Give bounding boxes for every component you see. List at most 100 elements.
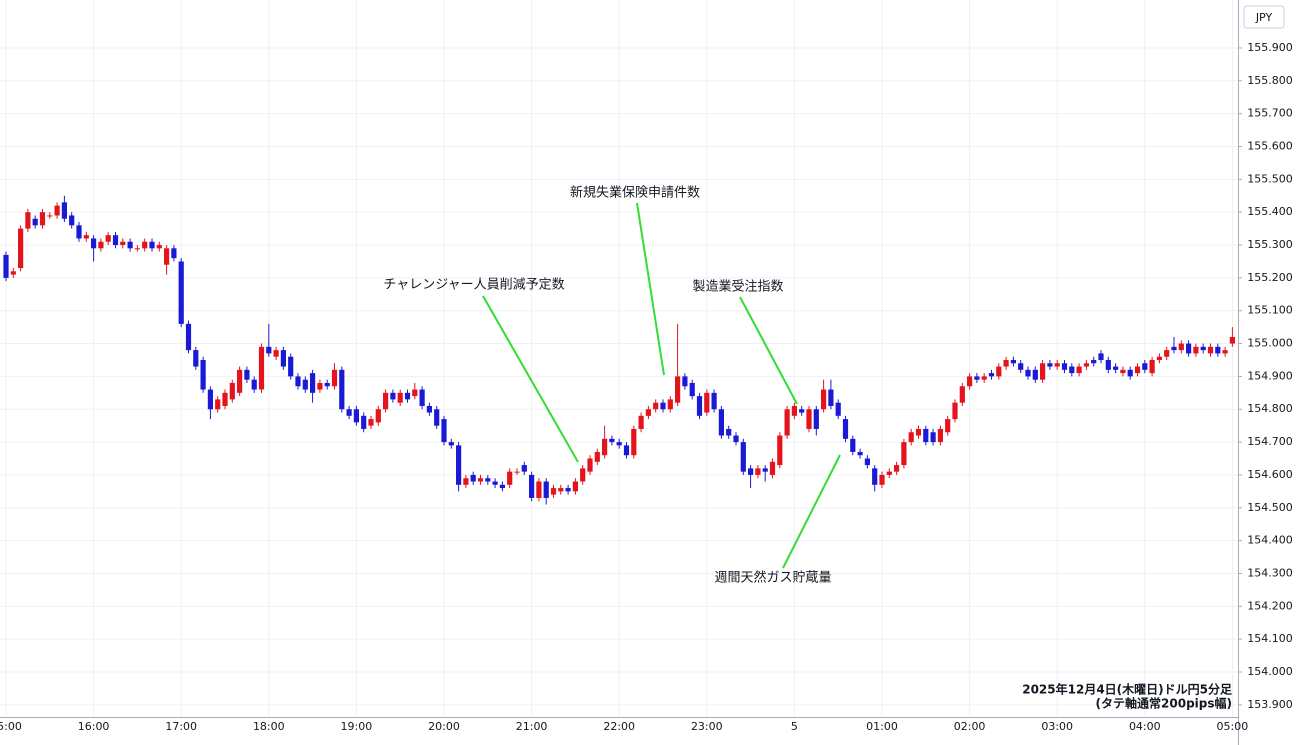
annotation-line xyxy=(482,295,579,463)
candle-body xyxy=(733,435,739,443)
candle-body xyxy=(711,392,717,410)
candle-body xyxy=(558,488,564,492)
annotation: 週間天然ガス貯蔵量 xyxy=(714,570,831,586)
candle-body xyxy=(587,458,593,472)
candle-body xyxy=(368,419,374,426)
candle-body xyxy=(346,409,352,416)
candle-body xyxy=(1098,353,1104,360)
candle-body xyxy=(142,241,148,249)
x-tick-label: 01:00 xyxy=(866,720,898,733)
candle-body xyxy=(842,419,849,439)
candle-body xyxy=(83,235,89,239)
candle-body xyxy=(726,428,732,436)
candle-body xyxy=(507,471,513,485)
annotation-line xyxy=(739,296,798,405)
candle-body xyxy=(1222,350,1228,354)
candle-body xyxy=(112,235,119,246)
candle-body xyxy=(412,389,418,397)
axes: 153.900 154.000 154.100 154.200 154.300 154.4… xyxy=(0,41,1293,733)
y-tick-label: 155.800 xyxy=(1247,74,1293,87)
candle-body xyxy=(156,245,162,249)
candle-body xyxy=(945,419,951,433)
candle-body xyxy=(1120,369,1126,374)
candle-body xyxy=(91,238,97,249)
candle-body xyxy=(959,386,965,403)
candle-body xyxy=(1083,363,1089,367)
candle-body xyxy=(857,451,863,456)
candle-body xyxy=(419,389,425,406)
candle-body xyxy=(1207,346,1214,354)
candle-body xyxy=(251,379,257,390)
x-tick-label: 03:00 xyxy=(1041,720,1073,733)
candle-body xyxy=(667,399,673,410)
chart-note: 2025年12月4日(木曜日)ドル円5分足 xyxy=(1022,682,1232,697)
candle-body xyxy=(266,346,272,354)
candle-body xyxy=(850,438,856,452)
candle-body xyxy=(280,350,286,367)
candle-body xyxy=(602,438,608,456)
candle-body xyxy=(1113,366,1119,370)
candle-body xyxy=(879,474,885,485)
x-tick-label: 04:00 xyxy=(1129,720,1161,733)
candle-body xyxy=(806,409,812,429)
candle-body xyxy=(39,212,46,226)
currency-label: JPY xyxy=(1255,11,1273,24)
candle-body xyxy=(32,218,38,226)
candle-body xyxy=(616,442,622,446)
candle-body xyxy=(799,409,805,413)
candle-body xyxy=(580,468,586,482)
candle-body xyxy=(434,409,440,426)
candle-body xyxy=(514,471,520,473)
candle-body xyxy=(1200,346,1206,351)
x-tick-label: 21:00 xyxy=(516,720,548,733)
candle-body xyxy=(937,428,943,443)
candle-body xyxy=(886,471,892,475)
candle-body xyxy=(645,409,651,416)
candle-body xyxy=(1156,356,1162,360)
candle-body xyxy=(536,481,542,498)
x-tick-label: 17:00 xyxy=(165,720,197,733)
candle-body xyxy=(1018,363,1024,370)
candle-body xyxy=(791,405,797,416)
candle-body xyxy=(974,376,980,380)
candle-body xyxy=(1215,346,1221,354)
y-tick-label: 154.400 xyxy=(1247,534,1293,547)
candle-body xyxy=(521,465,527,472)
x-tick-label: 5 xyxy=(791,720,798,733)
candle-body xyxy=(171,248,177,259)
candle-body xyxy=(1032,369,1038,380)
candle-body xyxy=(565,488,571,492)
candle-body xyxy=(930,432,936,443)
candle-body xyxy=(1076,366,1082,374)
candle-body xyxy=(18,228,24,269)
candle-body xyxy=(463,478,469,485)
candle-body xyxy=(1010,359,1016,364)
candle-body xyxy=(1127,369,1133,377)
candle-body xyxy=(894,465,900,472)
candle-body xyxy=(207,389,213,410)
candle-body xyxy=(134,248,140,250)
y-tick-label: 155.400 xyxy=(1247,205,1293,218)
candle-body xyxy=(660,402,666,410)
candle-body xyxy=(1054,363,1060,367)
candle-body xyxy=(244,369,250,380)
candle-body xyxy=(1164,350,1170,357)
candle-body xyxy=(718,409,724,436)
candle-body xyxy=(769,461,776,475)
y-tick-label: 154.800 xyxy=(1247,402,1293,415)
candle-body xyxy=(543,481,549,498)
candle-body xyxy=(273,350,279,357)
chart-note: (タテ軸通常200pips幅) xyxy=(1096,696,1232,711)
candle-body xyxy=(572,481,578,492)
candle-body xyxy=(485,478,491,482)
candle-body xyxy=(682,376,688,387)
candle-body xyxy=(1091,359,1097,364)
candle-body xyxy=(623,445,630,456)
candle-body xyxy=(529,474,535,498)
candle-body xyxy=(185,323,192,351)
y-tick-label: 155.500 xyxy=(1247,172,1293,185)
candle-body xyxy=(164,248,170,265)
candle-body xyxy=(383,392,389,410)
candle-body xyxy=(740,442,746,472)
x-tick-label: 15:00 xyxy=(0,720,22,733)
